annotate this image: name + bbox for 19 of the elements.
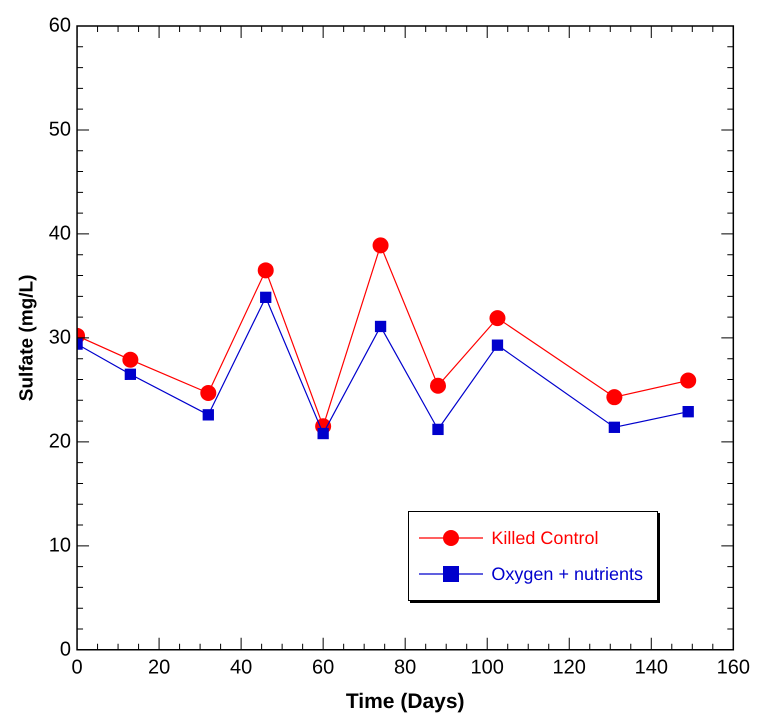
x-tick-label: 120 <box>552 656 586 678</box>
y-tick-label: 60 <box>48 14 72 37</box>
x-tick-label: 40 <box>230 656 252 678</box>
x-tick-label: 140 <box>634 656 668 678</box>
x-tick-label: 160 <box>716 656 750 678</box>
x-axis-title: Time (Days) <box>346 690 465 714</box>
x-tick-label: 60 <box>312 656 334 678</box>
y-tick-label: 30 <box>48 326 72 348</box>
y-tick-label: 0 <box>60 638 72 660</box>
x-tick-label: 20 <box>148 656 170 678</box>
y-tick-label: 40 <box>48 222 72 244</box>
legend-label: Killed Control <box>491 528 598 548</box>
x-tick-label: 80 <box>394 656 416 678</box>
y-axis-title: Sulfate (mg/L) <box>16 274 38 402</box>
y-tick-label: 20 <box>48 430 72 452</box>
y-tick-label: 10 <box>48 534 72 556</box>
x-tick-label: 100 <box>470 656 504 678</box>
legend-label: Oxygen + nutrients <box>491 564 643 584</box>
y-tick-label: 50 <box>48 118 72 140</box>
